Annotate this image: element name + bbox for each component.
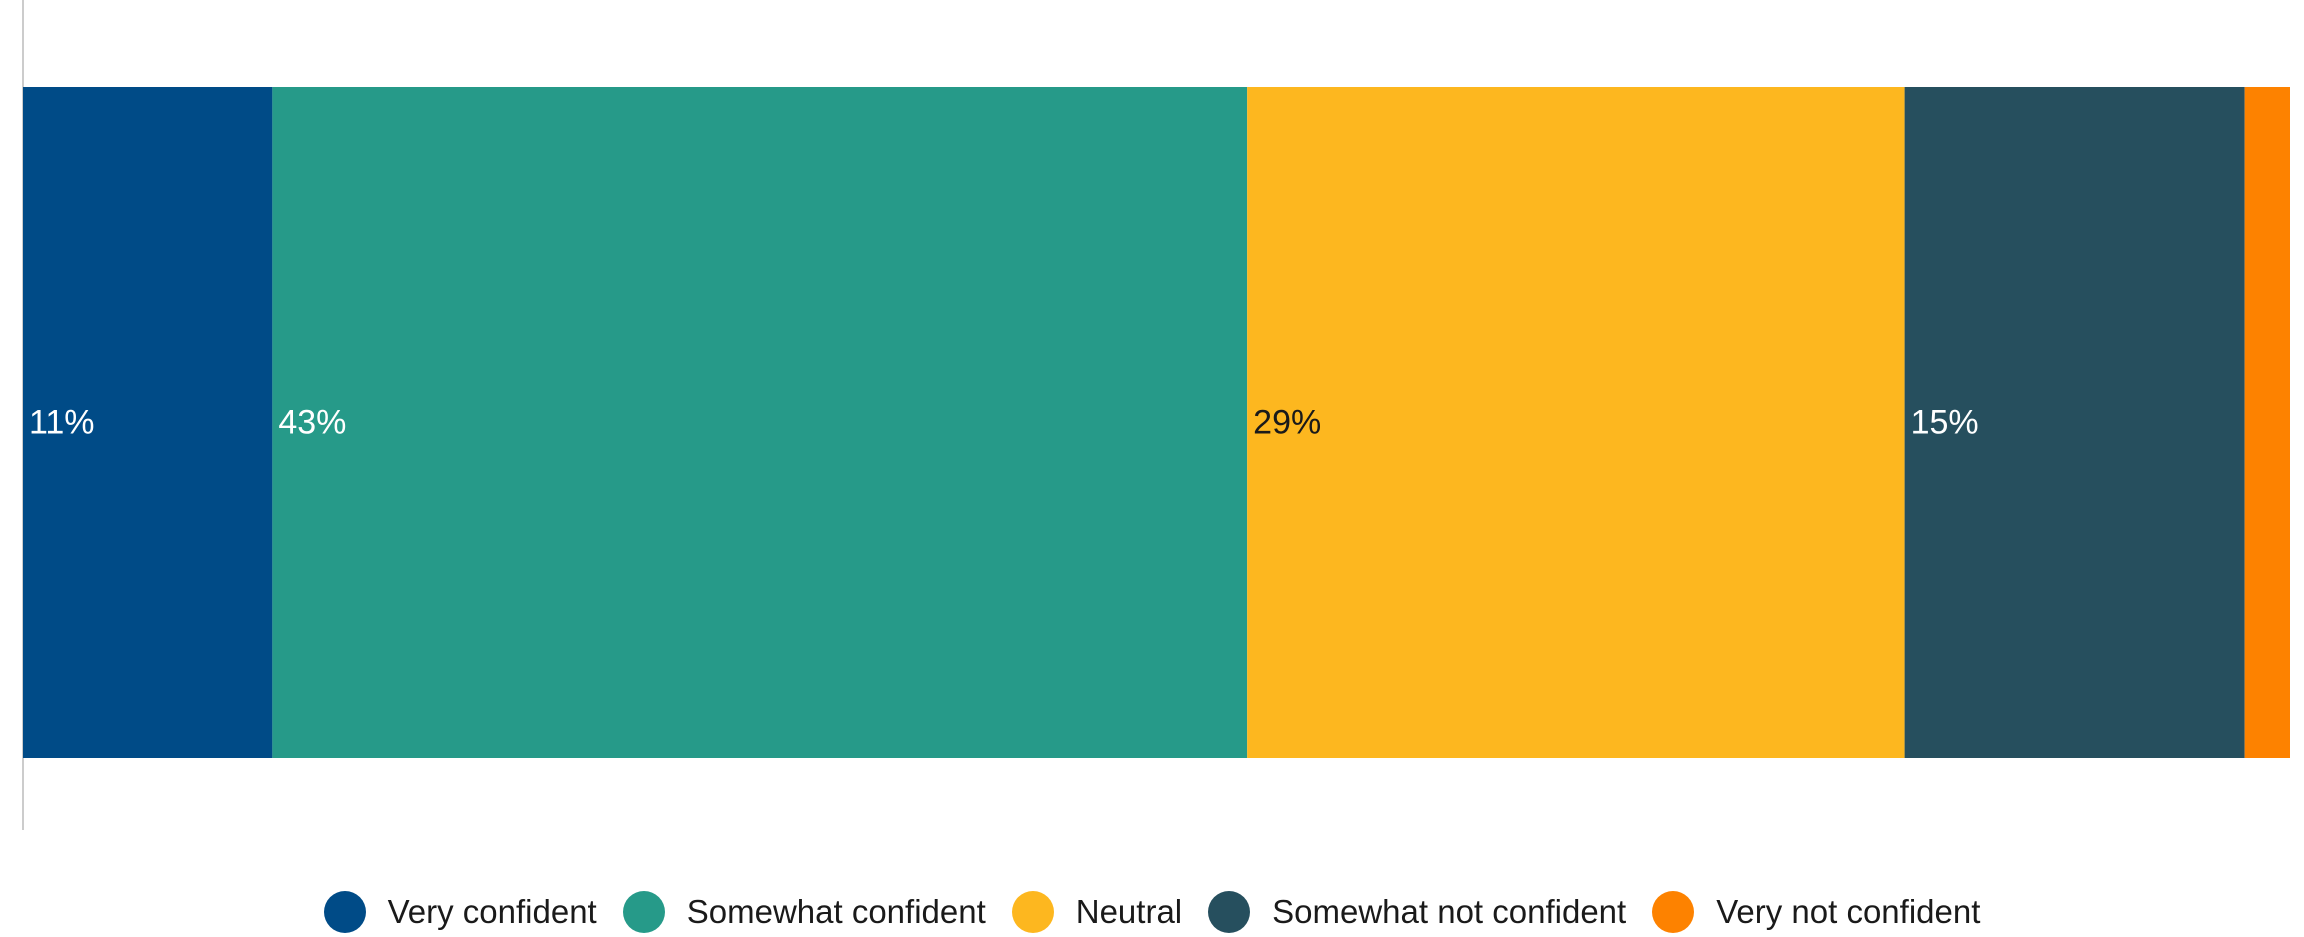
legend-item-3: Somewhat not confident: [1208, 891, 1626, 933]
data-label-3: 15%: [1911, 404, 1979, 442]
legend-label-3: Somewhat not confident: [1272, 893, 1627, 930]
data-label-2: 29%: [1253, 404, 1321, 442]
legend-swatch-4: [1652, 891, 1695, 933]
bar-segment-1: [272, 87, 1248, 758]
data-label-1: 43%: [278, 404, 346, 442]
legend: Very confident Somewhat confident Neutral S…: [0, 887, 2304, 937]
bar-segment-0: [23, 87, 273, 758]
data-label-0: 11%: [29, 404, 95, 442]
legend-swatch-1: [622, 891, 665, 933]
legend-label-2: Neutral: [1075, 893, 1183, 930]
legend-item-2: Neutral: [1011, 891, 1183, 933]
bar-segment-4: [2244, 87, 2290, 758]
legend-label-0: Very confident: [387, 893, 597, 930]
legend-swatch-0: [323, 891, 366, 933]
bar-segment-3: [1904, 87, 2245, 758]
legend-swatch-3: [1208, 891, 1251, 933]
legend-swatch-2: [1011, 891, 1054, 933]
bar-segment-2: [1247, 87, 1905, 758]
legend-label-4: Very not confident: [1716, 893, 1981, 930]
legend-label-1: Somewhat confident: [686, 893, 986, 930]
legend-item-0: Very confident: [323, 891, 597, 933]
legend-item-4: Very not confident: [1652, 891, 1980, 933]
legend-item-1: Somewhat confident: [622, 891, 986, 933]
